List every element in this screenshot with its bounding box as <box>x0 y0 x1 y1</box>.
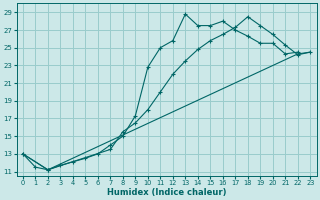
X-axis label: Humidex (Indice chaleur): Humidex (Indice chaleur) <box>107 188 226 197</box>
